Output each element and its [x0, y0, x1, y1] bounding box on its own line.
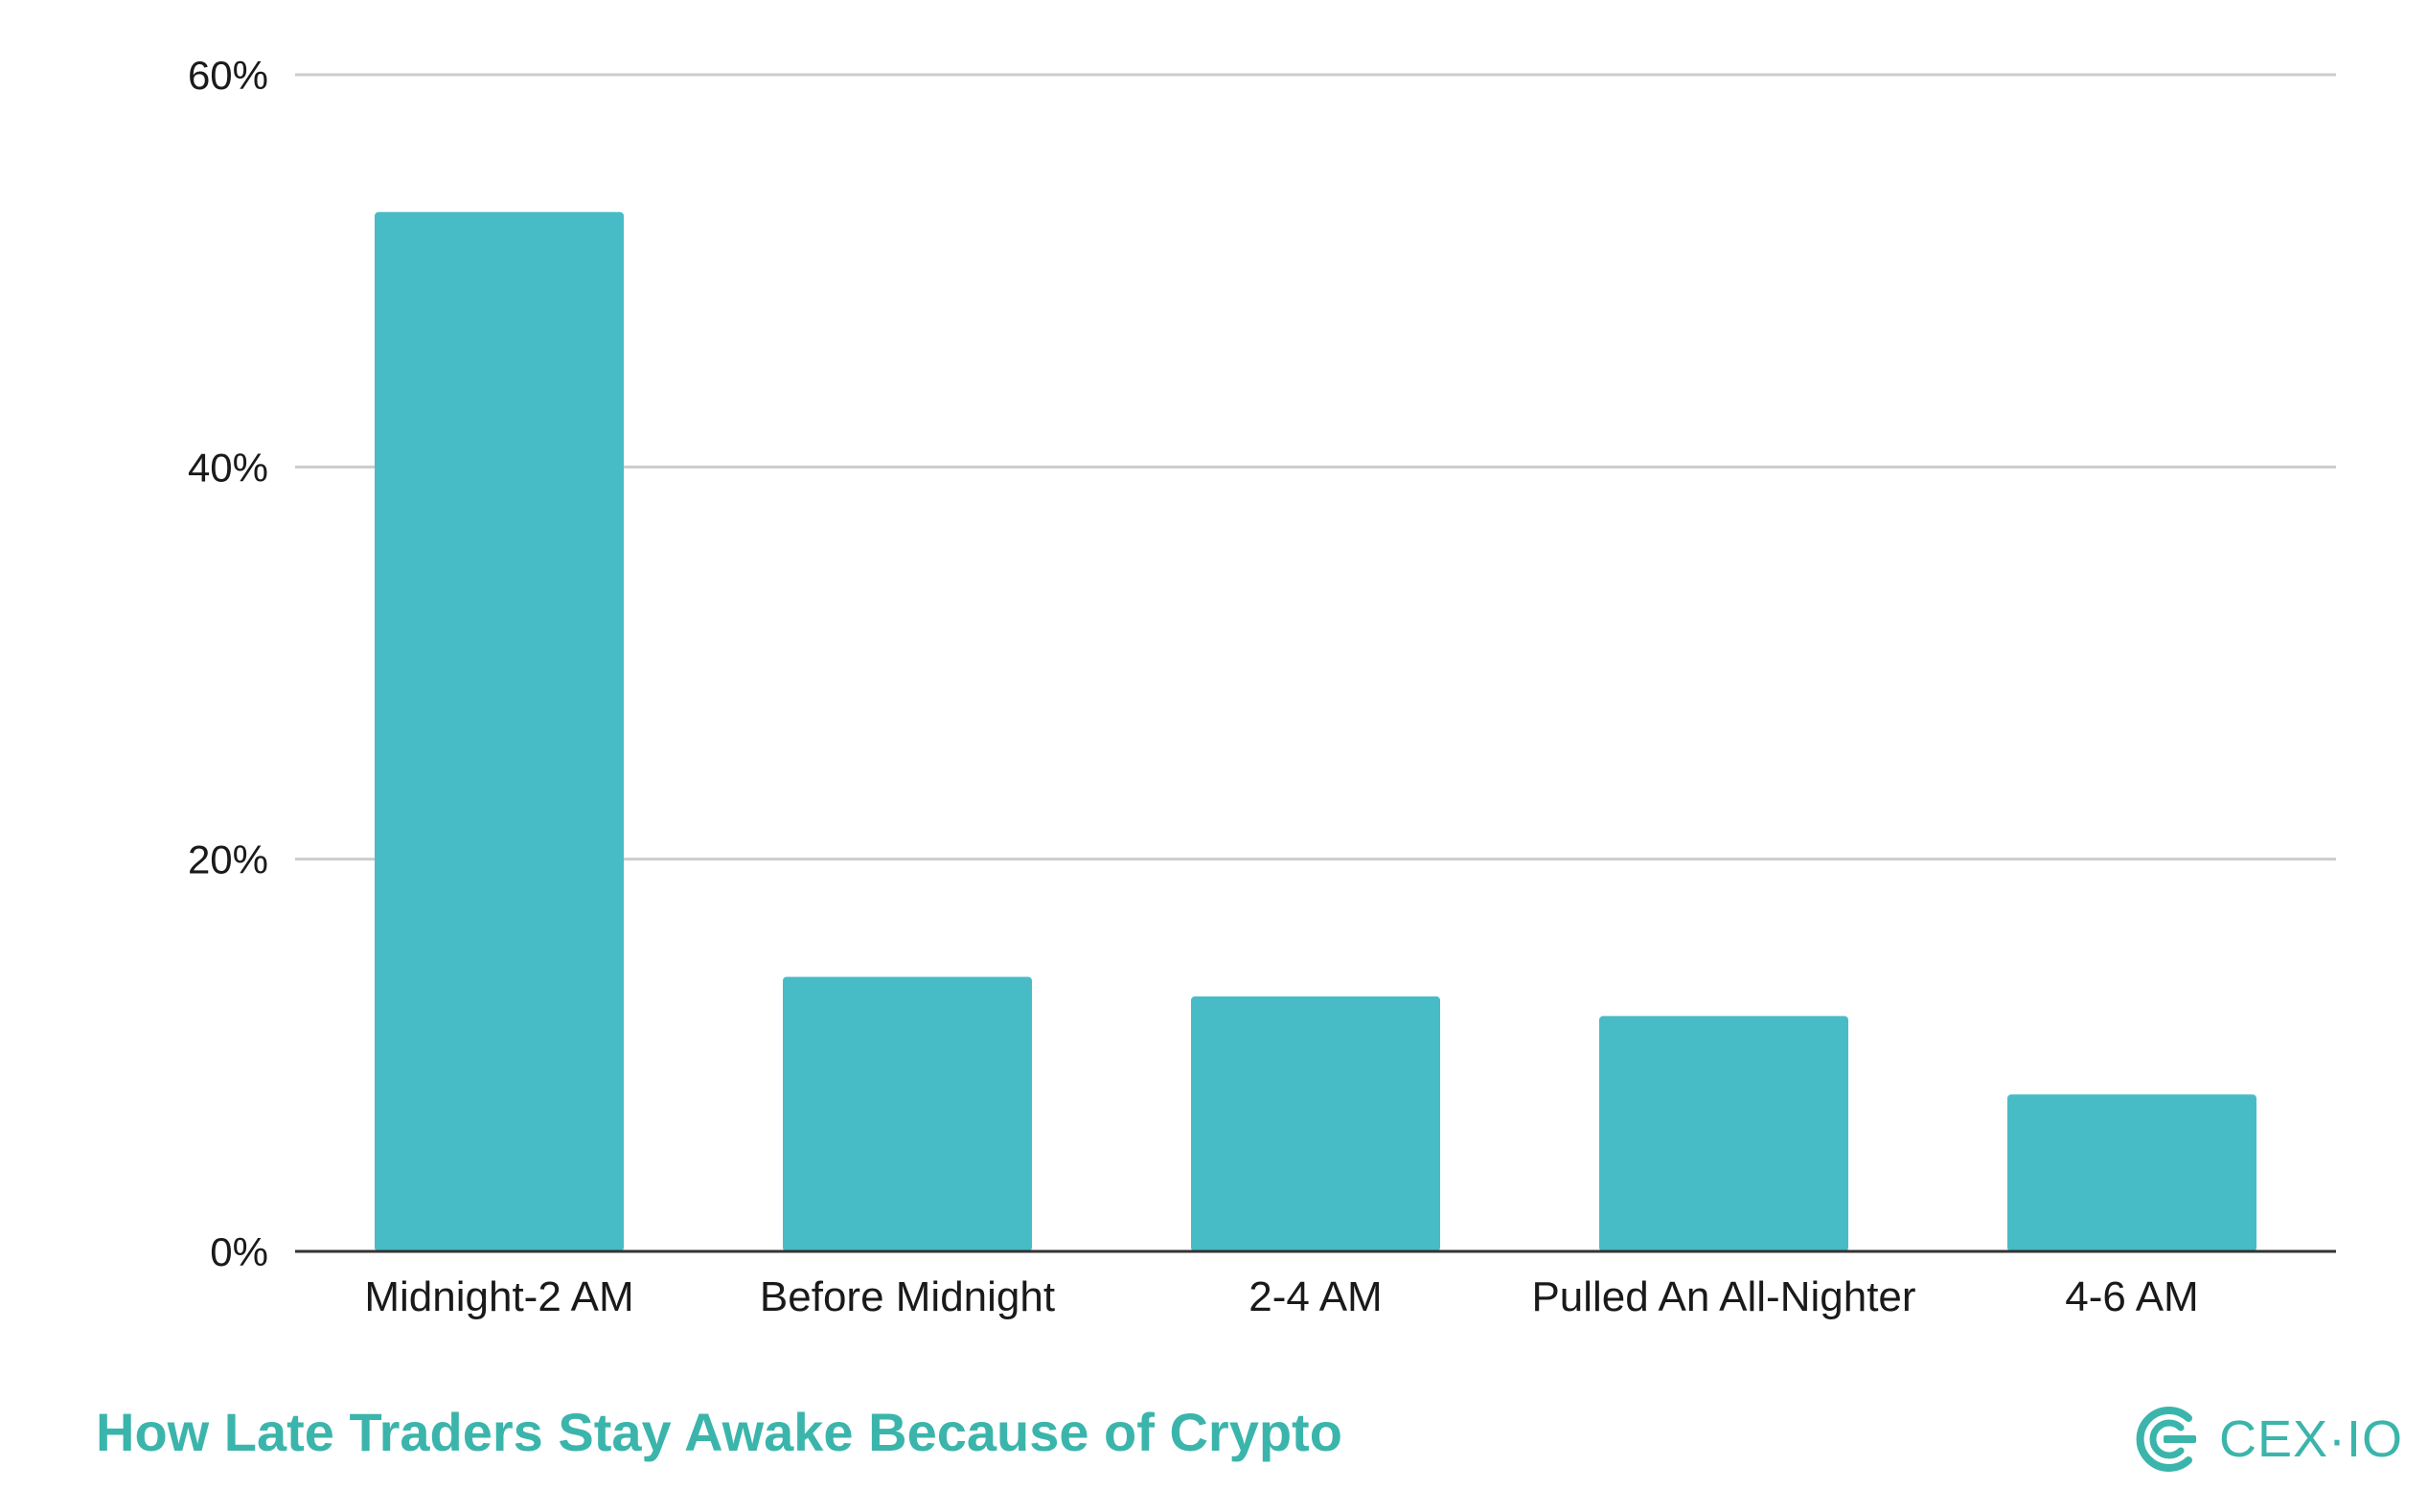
x-tick-label: Before Midnight — [760, 1273, 1055, 1320]
y-tick-label: 60% — [188, 53, 268, 98]
brand-logo[interactable]: CEX·IO — [2129, 1401, 2403, 1478]
bar — [1191, 996, 1440, 1251]
y-tick-label: 20% — [188, 837, 268, 882]
x-tick-label: Midnight-2 AM — [364, 1273, 633, 1320]
cex-io-logo-icon — [2136, 1407, 2196, 1472]
gridlines — [295, 73, 2336, 861]
chart-title: How Late Traders Stay Awake Because of C… — [96, 1402, 1342, 1462]
bar — [2007, 1094, 2256, 1251]
bar — [783, 976, 1032, 1251]
x-tick-label: 2-4 AM — [1248, 1273, 1382, 1320]
x-tick-label: 4-6 AM — [2065, 1273, 2198, 1320]
y-tick-label: 0% — [210, 1229, 268, 1274]
bars — [375, 212, 2256, 1252]
y-tick-label: 40% — [188, 445, 268, 490]
bar — [375, 212, 624, 1252]
labels: 0% 20% 40% 60% Midnight-2 AM Before Midnight 2… — [188, 53, 2199, 1320]
bar — [1599, 1016, 1848, 1251]
x-tick-label: Pulled An All-Nighter — [1531, 1273, 1915, 1320]
brand-name: CEX·IO — [2219, 1410, 2404, 1468]
